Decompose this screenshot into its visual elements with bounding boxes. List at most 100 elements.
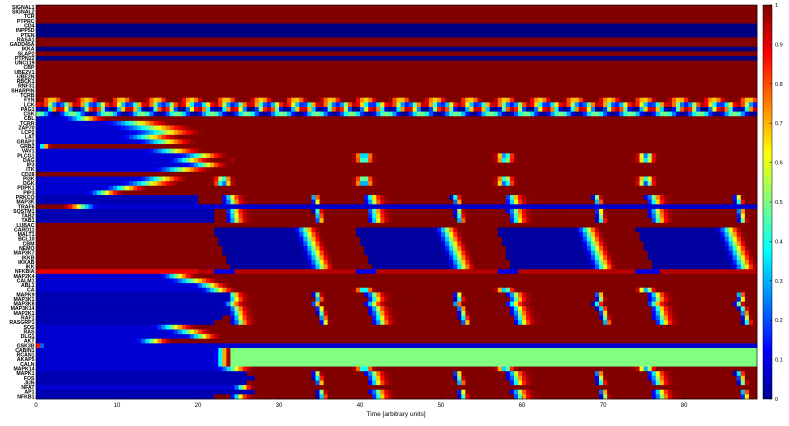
- heatmap-cell: [667, 120, 673, 126]
- heatmap-cell: [347, 88, 353, 94]
- heatmap-cell: [347, 23, 353, 29]
- heatmap-cell: [400, 60, 405, 66]
- heatmap-cell: [655, 60, 661, 66]
- heatmap-cell: [242, 9, 248, 15]
- heatmap-cell: [720, 106, 725, 112]
- heatmap-cell: [392, 60, 397, 66]
- heatmap-cell: [736, 65, 742, 71]
- heatmap-cell: [453, 32, 458, 38]
- heatmap-cell: [60, 130, 65, 136]
- heatmap-cell: [453, 42, 458, 48]
- heatmap-cell: [193, 55, 199, 61]
- heatmap-cell: [392, 55, 397, 61]
- heatmap-cell: [331, 9, 337, 15]
- heatmap-cell: [266, 88, 272, 94]
- heatmap-cell: [449, 18, 454, 24]
- heatmap-cell: [36, 5, 41, 10]
- heatmap-cell: [355, 42, 361, 48]
- heatmap-cell: [530, 14, 535, 20]
- heatmap-cell: [368, 42, 373, 48]
- heatmap-cell: [84, 32, 90, 38]
- heatmap-cell: [708, 28, 713, 34]
- heatmap-cell: [125, 97, 130, 103]
- heatmap-cell: [129, 37, 134, 43]
- heatmap-cell: [84, 93, 90, 99]
- heatmap-cell: [254, 74, 260, 80]
- heatmap-cell: [736, 32, 742, 38]
- heatmap-cell: [351, 55, 357, 61]
- heatmap-cell: [238, 106, 243, 112]
- heatmap-cell: [752, 106, 758, 112]
- heatmap-cell: [68, 88, 73, 94]
- heatmap-cell: [732, 130, 738, 136]
- heatmap-cell: [279, 60, 284, 66]
- heatmap-cell: [615, 102, 620, 108]
- heatmap-cell: [295, 28, 300, 34]
- heatmap-cell: [202, 116, 207, 122]
- heatmap-cell: [412, 120, 418, 126]
- heatmap-cell: [574, 79, 580, 85]
- heatmap-cell: [513, 102, 519, 108]
- heatmap-cell: [161, 125, 167, 131]
- heatmap-cell: [129, 5, 134, 10]
- heatmap-cell: [117, 102, 122, 108]
- heatmap-cell: [214, 23, 219, 29]
- heatmap-cell: [752, 130, 758, 136]
- heatmap-cell: [141, 97, 146, 103]
- heatmap-cell: [469, 83, 474, 89]
- heatmap-cell: [384, 102, 389, 108]
- heatmap-cell: [149, 42, 154, 48]
- heatmap-cell: [238, 14, 243, 20]
- heatmap-cell: [173, 18, 179, 24]
- heatmap-cell: [72, 60, 77, 66]
- heatmap-cell: [226, 32, 231, 38]
- heatmap-cell: [250, 51, 256, 57]
- heatmap-cell: [153, 97, 158, 103]
- heatmap-cell: [52, 42, 57, 48]
- heatmap-cell: [542, 65, 547, 71]
- heatmap-cell: [643, 9, 649, 15]
- heatmap-cell: [469, 32, 474, 38]
- heatmap-cell: [202, 74, 207, 80]
- heatmap-cell: [546, 9, 551, 15]
- heatmap-cell: [667, 106, 673, 112]
- heatmap-cell: [145, 18, 150, 24]
- heatmap-cell: [149, 130, 154, 136]
- heatmap-cell: [299, 79, 304, 85]
- heatmap-cell: [590, 83, 596, 89]
- heatmap-cell: [635, 28, 640, 34]
- heatmap-cell: [193, 120, 199, 126]
- heatmap-cell: [145, 42, 150, 48]
- heatmap-cell: [432, 60, 438, 66]
- heatmap-cell: [149, 83, 154, 89]
- heatmap-cell: [489, 130, 495, 136]
- heatmap-cell: [129, 106, 134, 112]
- heatmap-cell: [104, 111, 110, 117]
- heatmap-cell: [60, 23, 65, 29]
- heatmap-cell: [246, 18, 252, 24]
- heatmap-cell: [376, 37, 381, 43]
- heatmap-cell: [420, 28, 426, 34]
- heatmap-cell: [513, 51, 519, 57]
- heatmap-cell: [590, 106, 596, 112]
- heatmap-cell: [108, 51, 114, 57]
- heatmap-cell: [424, 60, 430, 66]
- heatmap-cell: [234, 111, 239, 117]
- heatmap-cell: [740, 116, 746, 122]
- heatmap-cell: [752, 111, 758, 117]
- heatmap-cell: [185, 18, 191, 24]
- heatmap-cell: [52, 60, 57, 66]
- heatmap-cell: [570, 97, 576, 103]
- heatmap-cell: [627, 51, 632, 57]
- heatmap-cell: [323, 42, 329, 48]
- heatmap-cell: [522, 74, 527, 80]
- heatmap-cell: [80, 116, 86, 122]
- heatmap-cell: [291, 42, 296, 48]
- heatmap-cell: [165, 5, 171, 10]
- heatmap-cell: [461, 23, 466, 29]
- heatmap-cell: [64, 23, 69, 29]
- heatmap-cell: [372, 93, 377, 99]
- heatmap-cell: [530, 130, 535, 136]
- heatmap-cell: [501, 125, 507, 131]
- heatmap-cell: [380, 83, 385, 89]
